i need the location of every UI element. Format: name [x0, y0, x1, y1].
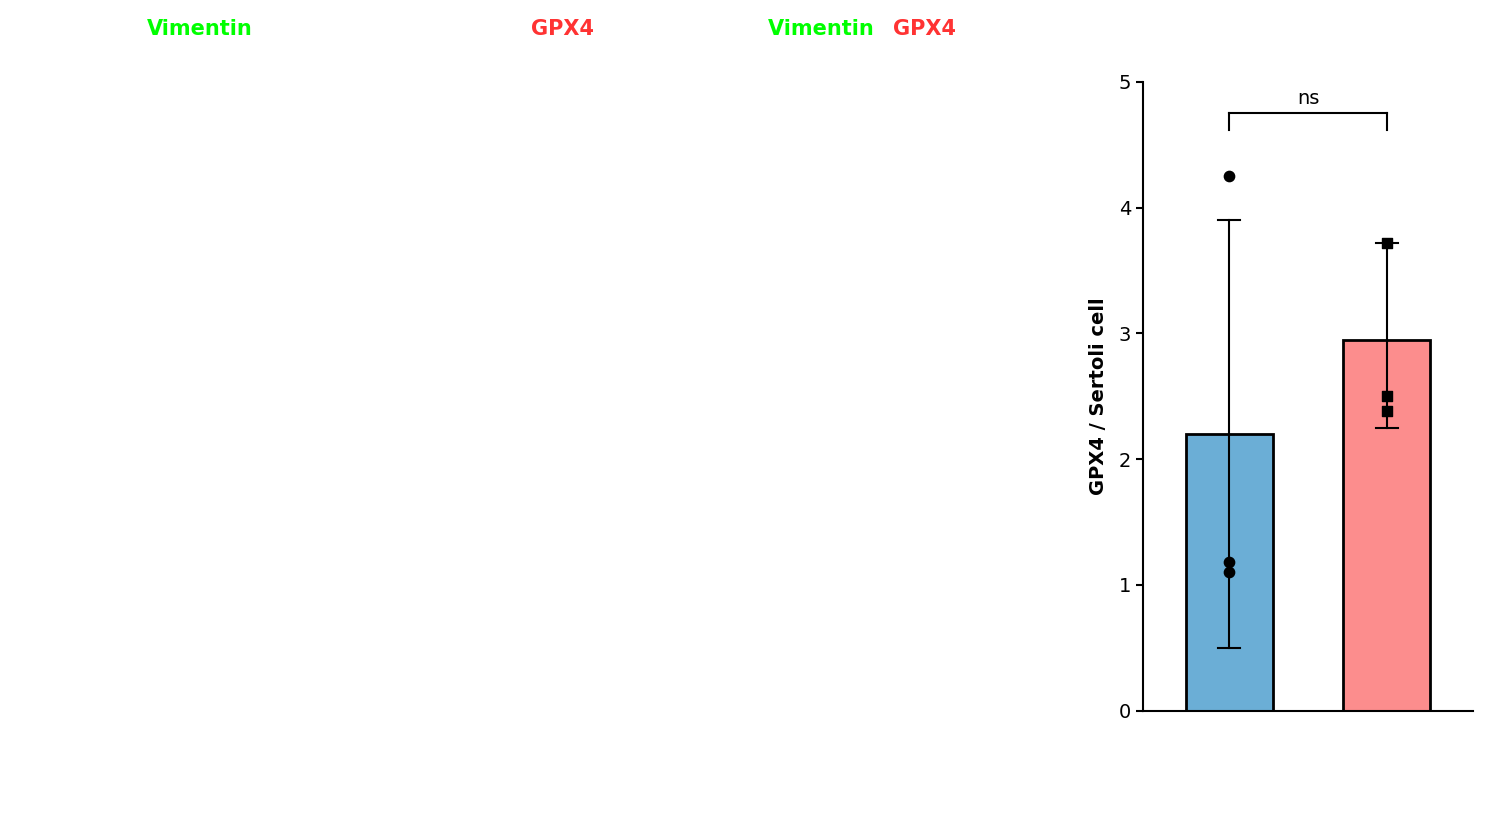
Text: GPX4: GPX4: [892, 19, 956, 38]
Text: Vimentin: Vimentin: [147, 19, 252, 38]
Text: Vimentin: Vimentin: [768, 19, 880, 38]
Point: [1374, 236, 1398, 249]
Point: [1218, 169, 1242, 182]
Point: [1374, 390, 1398, 403]
Bar: [1186, 434, 1272, 711]
Text: GPX4: GPX4: [531, 19, 594, 38]
Point: [1218, 566, 1242, 579]
Text: WT: WT: [18, 212, 36, 245]
Y-axis label: GPX4 / Sertoli cell: GPX4 / Sertoli cell: [1089, 297, 1107, 495]
Text: ns: ns: [1298, 89, 1318, 108]
Text: $\mathit{Parl}^{-/-}$: $\mathit{Parl}^{-/-}$: [16, 565, 38, 628]
Bar: [1344, 340, 1430, 711]
Point: [1374, 404, 1398, 417]
Point: [1218, 556, 1242, 569]
